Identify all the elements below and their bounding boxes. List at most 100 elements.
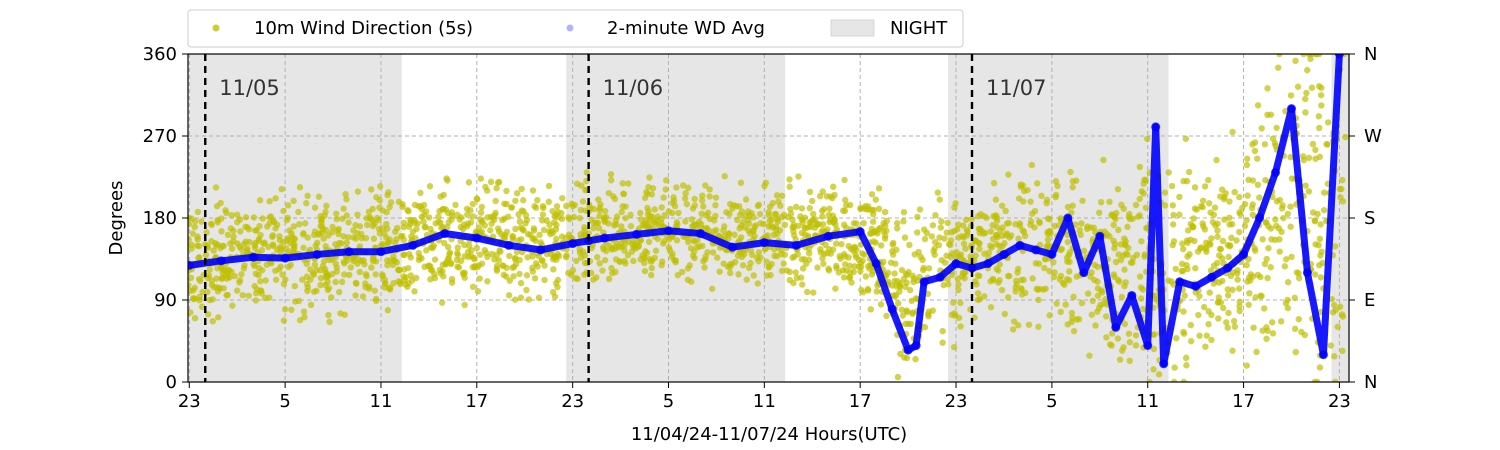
wind-direction-point: [964, 228, 971, 236]
wind-direction-point: [512, 254, 519, 262]
wind-direction-point: [517, 294, 525, 301]
wind-direction-point: [300, 244, 307, 251]
wind-direction-point: [737, 222, 745, 230]
wind-direction-point: [1044, 241, 1051, 249]
wind-direction-point: [817, 249, 825, 256]
wind-direction-point: [870, 238, 877, 245]
wind-direction-point: [495, 228, 503, 235]
wind-direction-point: [891, 293, 898, 300]
wind-direction-point: [774, 215, 781, 223]
wind-direction-point: [354, 211, 361, 218]
wind-direction-point: [960, 240, 968, 247]
wind-direction-point: [266, 198, 273, 205]
wind-direction-point: [738, 253, 746, 261]
wind-direction-point: [323, 202, 330, 210]
wind-direction-point: [770, 231, 777, 239]
wind-direction-point: [319, 225, 327, 233]
wd-avg-point: [791, 240, 801, 250]
wind-direction-point: [894, 219, 901, 227]
wind-direction-point: [1295, 270, 1302, 277]
wd-avg-point: [1111, 322, 1121, 332]
wind-direction-point: [401, 276, 408, 284]
wind-direction-point: [379, 272, 386, 280]
wind-direction-point: [534, 197, 541, 204]
wind-direction-point: [1254, 102, 1262, 109]
wind-direction-point: [988, 244, 995, 251]
wind-direction-point: [539, 217, 546, 224]
wind-direction-point: [333, 215, 340, 223]
wind-direction-point: [1112, 215, 1119, 223]
wind-direction-point: [469, 200, 476, 208]
wind-direction-point: [1241, 222, 1249, 230]
wind-direction-point: [912, 355, 919, 363]
wind-direction-point: [806, 204, 813, 212]
wind-direction-point: [1269, 330, 1277, 337]
wind-direction-point: [1126, 215, 1134, 223]
wind-direction-point: [998, 202, 1006, 209]
wind-direction-point: [467, 219, 475, 226]
wind-direction-point: [408, 277, 416, 284]
wind-direction-point: [1203, 332, 1211, 339]
wd-avg-point: [967, 263, 977, 273]
wind-direction-point: [538, 257, 546, 264]
x-tick-label: 5: [1046, 391, 1057, 412]
wind-direction-point: [547, 250, 554, 258]
wind-direction-point: [943, 229, 950, 236]
wind-direction-point: [936, 196, 943, 203]
wind-direction-point: [541, 262, 548, 269]
wind-direction-point: [1339, 347, 1346, 355]
wind-direction-point: [196, 254, 203, 261]
wind-direction-point: [245, 226, 253, 233]
wind-direction-point: [900, 218, 907, 225]
wind-direction-point: [534, 263, 541, 270]
wind-direction-point: [1224, 324, 1231, 331]
wind-direction-point: [418, 205, 425, 213]
wind-direction-point: [364, 221, 371, 229]
wind-direction-point: [1140, 190, 1147, 197]
wind-direction-point: [789, 216, 796, 223]
wind-direction-point: [1201, 183, 1209, 190]
wind-direction-point: [630, 257, 637, 265]
wind-direction-point: [1264, 274, 1271, 282]
wind-direction-point: [799, 219, 806, 226]
wind-direction-point: [372, 297, 380, 305]
wind-direction-point: [1110, 221, 1117, 229]
wind-direction-point: [404, 206, 411, 214]
wind-direction-point: [352, 235, 360, 242]
wind-direction-point: [574, 275, 581, 283]
wind-direction-point: [1311, 378, 1318, 382]
wind-direction-point: [1205, 176, 1212, 184]
y-tick-label: 90: [154, 290, 177, 311]
wd-avg-point: [1239, 249, 1249, 259]
wind-direction-point: [1241, 200, 1249, 208]
wind-direction-point: [921, 226, 928, 233]
wind-direction-point: [621, 247, 628, 254]
wind-direction-point: [937, 224, 944, 231]
wind-direction-point: [688, 216, 696, 223]
wd-avg-point: [568, 239, 578, 249]
wind-direction-point: [1057, 215, 1064, 222]
wind-direction-point: [1243, 362, 1250, 369]
wind-direction-point: [477, 175, 485, 182]
wind-direction-point: [669, 250, 676, 258]
wind-direction-point: [481, 246, 488, 254]
wind-direction-point: [366, 215, 374, 222]
wind-direction-point: [1126, 357, 1133, 365]
wind-direction-point: [596, 260, 603, 267]
wind-direction-point: [311, 204, 319, 211]
wind-direction-point: [832, 240, 840, 247]
wind-direction-point: [1214, 220, 1221, 227]
wind-direction-point: [545, 182, 553, 190]
wind-direction-point: [243, 247, 251, 254]
wind-direction-point: [824, 226, 831, 233]
wind-direction-point: [648, 271, 655, 279]
wind-direction-point: [539, 211, 547, 218]
wind-direction-point: [284, 214, 292, 221]
wind-direction-point: [945, 281, 952, 288]
wind-direction-point: [1311, 218, 1319, 225]
wind-direction-point: [384, 261, 391, 269]
wind-direction-point: [426, 183, 434, 190]
wind-direction-point: [362, 271, 370, 278]
wind-direction-point: [948, 229, 955, 236]
wind-direction-point: [778, 192, 786, 199]
